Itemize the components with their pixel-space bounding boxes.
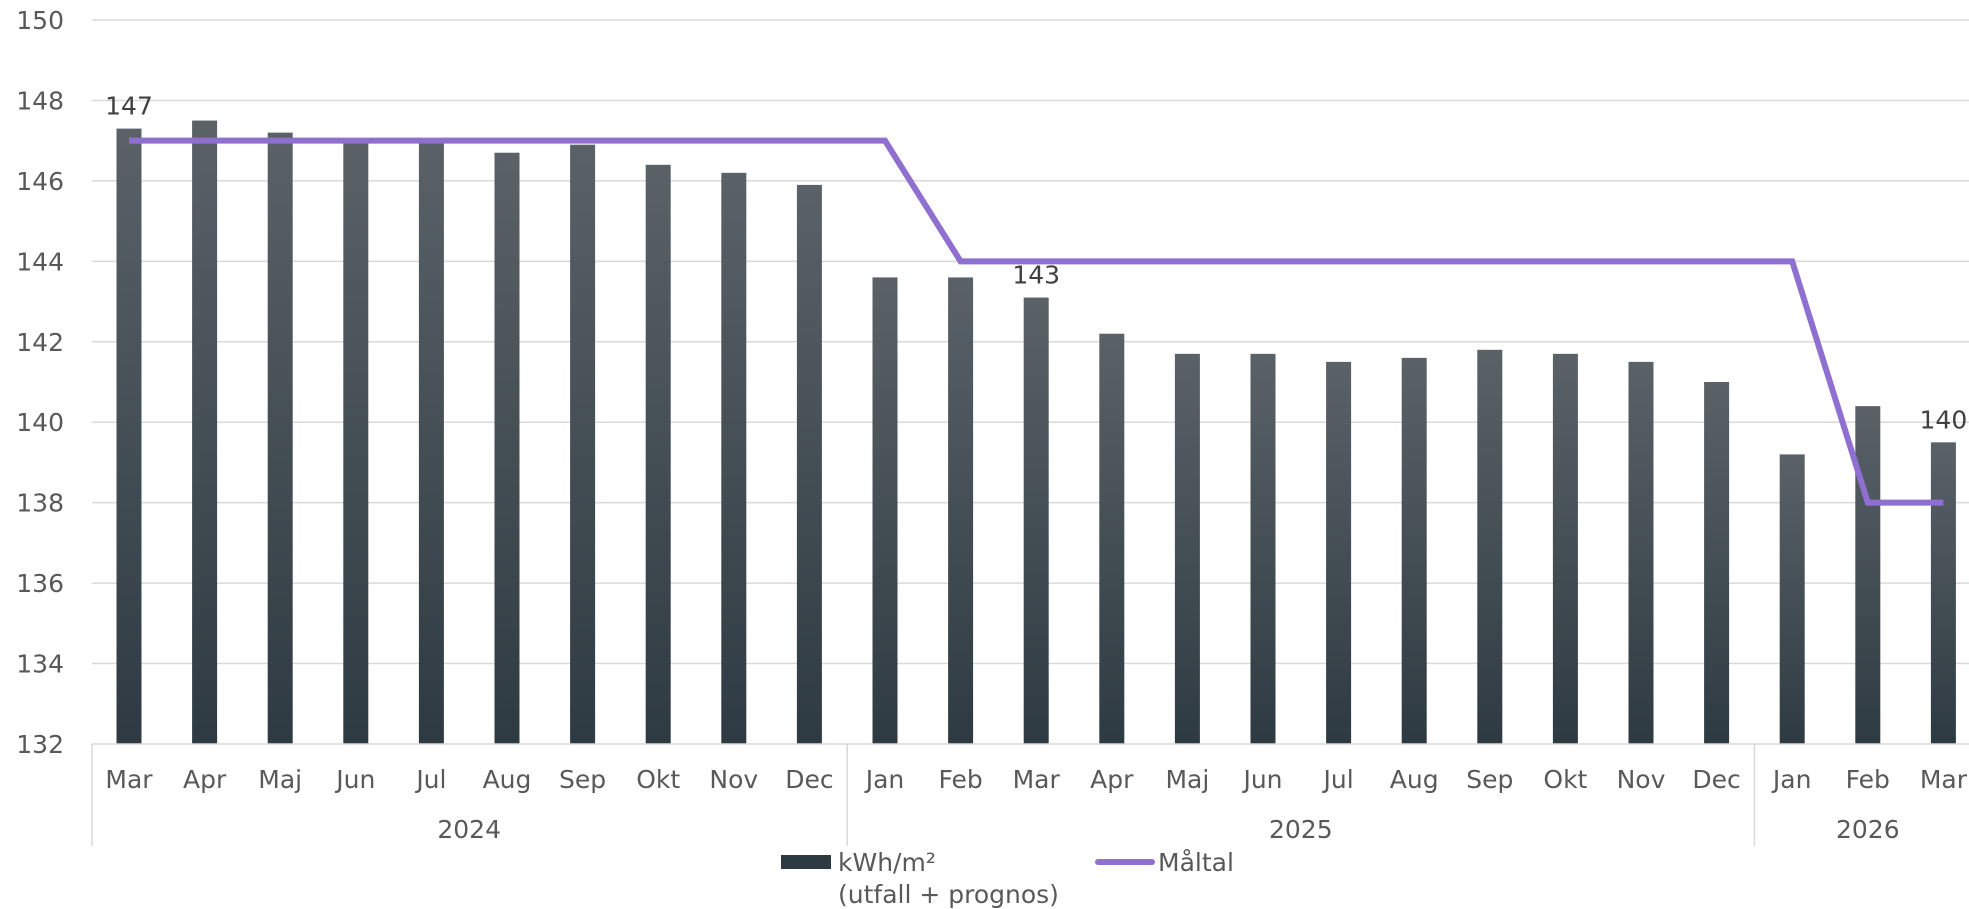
- legend-item-bars: kWh/m² (utfall + prognos): [781, 848, 1059, 909]
- x-tick-label: Jul: [1322, 765, 1354, 794]
- y-tick-label: 148: [16, 86, 64, 115]
- x-tick-label: Maj: [1165, 765, 1209, 794]
- x-tick-label: Okt: [1543, 765, 1587, 794]
- year-label: 2026: [1836, 815, 1900, 844]
- bar: [1628, 361, 1654, 744]
- y-tick-label: 136: [16, 569, 64, 598]
- bar: [1250, 353, 1276, 744]
- bar: [1779, 454, 1805, 744]
- x-tick-label: Mar: [1013, 765, 1061, 794]
- x-tick-label: Jul: [414, 765, 446, 794]
- bar: [1023, 297, 1049, 744]
- legend-item-target: Måltal: [1095, 848, 1234, 877]
- year-label: 2024: [437, 815, 501, 844]
- bar: [418, 140, 444, 744]
- bar: [796, 184, 822, 744]
- x-tick-label: Feb: [1846, 765, 1890, 794]
- bar: [1174, 353, 1200, 744]
- x-tick-label: Feb: [938, 765, 982, 794]
- y-tick-label: 140: [16, 408, 64, 437]
- legend-label-target: Måltal: [1158, 848, 1234, 877]
- bar: [343, 140, 369, 744]
- bar: [1401, 357, 1427, 744]
- x-tick-label: Aug: [1390, 765, 1439, 794]
- data-labels: 147 143 140: [105, 92, 1967, 435]
- data-label: 147: [105, 92, 153, 121]
- bar: [1099, 333, 1125, 744]
- data-label: 143: [1012, 261, 1060, 290]
- year-label: 2025: [1269, 815, 1333, 844]
- x-tick-label: Mar: [1920, 765, 1968, 794]
- bar: [948, 277, 974, 744]
- legend: kWh/m² (utfall + prognos) Måltal: [781, 848, 1234, 909]
- x-tick-label: Dec: [785, 765, 833, 794]
- y-tick-label: 142: [16, 328, 64, 357]
- bar: [570, 144, 596, 744]
- x-tick-label: Nov: [1617, 765, 1666, 794]
- bar: [1326, 361, 1352, 744]
- y-tick-label: 146: [16, 167, 64, 196]
- bar: [267, 132, 293, 745]
- bar-series: [116, 120, 1956, 745]
- x-tick-label: Jun: [1241, 765, 1282, 794]
- x-tick-label: Maj: [258, 765, 302, 794]
- bar: [192, 120, 218, 745]
- x-tick-label: Apr: [183, 765, 227, 794]
- x-tick-label: Jan: [864, 765, 905, 794]
- bar: [1477, 349, 1503, 744]
- bar: [1704, 382, 1730, 744]
- bar: [116, 128, 142, 745]
- y-tick-label: 144: [16, 247, 64, 276]
- x-tick-label: Jun: [334, 765, 375, 794]
- y-tick-label: 132: [16, 730, 64, 759]
- target-line-series: [129, 137, 1944, 506]
- bar: [721, 172, 747, 744]
- bar: [1855, 406, 1881, 744]
- legend-swatch-bars: [781, 855, 831, 869]
- y-tick-label: 138: [16, 489, 64, 518]
- target-line: [129, 137, 1944, 506]
- x-tick-label: Jan: [1771, 765, 1812, 794]
- bar: [645, 164, 671, 745]
- y-tick-label: 150: [16, 6, 64, 35]
- axes: 132 134 136 138 140 142 144 146 148 150 Mar Apr Maj J…: [16, 6, 1969, 846]
- x-tick-label: Nov: [709, 765, 758, 794]
- bar: [872, 277, 898, 744]
- legend-label-bars: kWh/m²: [838, 848, 936, 877]
- bar: [1930, 442, 1956, 744]
- x-tick-label: Apr: [1090, 765, 1134, 794]
- x-tick-label: Dec: [1692, 765, 1740, 794]
- x-tick-label: Aug: [483, 765, 532, 794]
- data-label: 140: [1920, 405, 1968, 434]
- x-tick-label: Mar: [105, 765, 153, 794]
- legend-label-bars: (utfall + prognos): [838, 880, 1059, 909]
- x-tick-label: Okt: [636, 765, 680, 794]
- bar: [1552, 353, 1578, 744]
- x-tick-label: Sep: [1466, 765, 1513, 794]
- bar: [494, 152, 520, 744]
- x-tick-label: Sep: [559, 765, 606, 794]
- y-tick-label: 134: [16, 650, 64, 679]
